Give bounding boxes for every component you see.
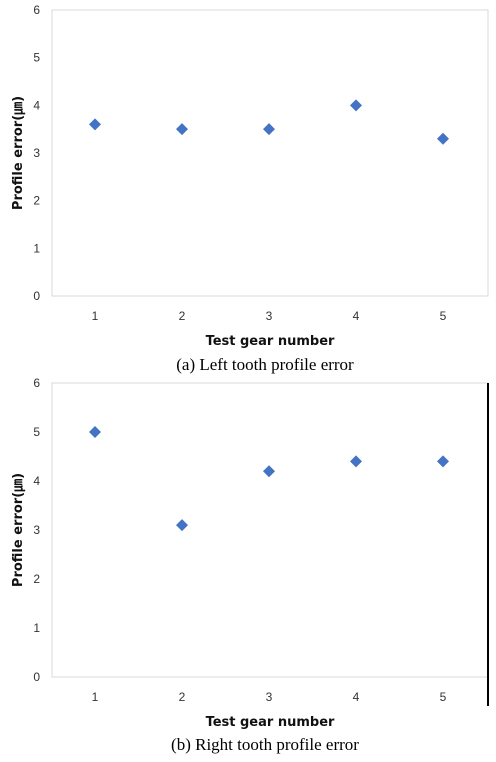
diamond-data-point xyxy=(263,465,275,478)
data-points-b xyxy=(89,426,449,532)
chart-panel-a: 0 1 2 3 4 5 6 1 2 3 4 5 Profile error(㎛) Test gear… xyxy=(11,3,489,374)
x-tick-label: 1 xyxy=(92,309,99,323)
x-tick-label: 2 xyxy=(179,690,186,704)
y-tick-label: 2 xyxy=(33,572,40,586)
y-tick-label: 3 xyxy=(33,523,40,537)
y-tick-label: 0 xyxy=(33,289,40,303)
y-tick-label: 4 xyxy=(33,474,40,488)
diamond-data-point xyxy=(176,123,188,136)
diamond-data-point xyxy=(350,99,362,112)
chart-panel-b: 0 1 2 3 4 5 6 1 2 3 4 5 Profile error(㎛) Test gear… xyxy=(11,376,489,754)
y-tick-label: 3 xyxy=(33,146,40,160)
plot-area-b xyxy=(51,382,489,678)
y-tick-label: 2 xyxy=(33,194,40,208)
y-tick-label: 6 xyxy=(33,376,40,390)
x-axis-title-b: Test gear number xyxy=(206,715,335,730)
y-tick-label: 0 xyxy=(33,670,40,684)
caption-b: (b) Right tooth profile error xyxy=(171,735,359,754)
y-tick-label: 6 xyxy=(33,3,40,17)
x-tick-label: 3 xyxy=(266,690,273,704)
diamond-data-point xyxy=(350,455,362,468)
x-tick-label: 5 xyxy=(440,309,447,323)
x-tick-label: 3 xyxy=(266,309,273,323)
y-axis-ticks-a: 0 1 2 3 4 5 6 xyxy=(33,3,40,303)
x-tick-label: 4 xyxy=(353,690,360,704)
data-points-a xyxy=(89,99,449,145)
y-tick-label: 5 xyxy=(33,51,40,65)
x-tick-label: 5 xyxy=(440,690,447,704)
y-axis-title-b: Profile error(㎛) xyxy=(11,473,26,587)
y-axis-ticks-b: 0 1 2 3 4 5 6 xyxy=(33,376,40,684)
diamond-data-point xyxy=(437,455,449,468)
diamond-data-point xyxy=(176,519,188,532)
y-tick-label: 4 xyxy=(33,98,40,112)
diamond-data-point xyxy=(89,426,101,438)
diamond-data-point xyxy=(437,132,449,145)
x-tick-label: 2 xyxy=(179,309,186,323)
diamond-data-point xyxy=(89,118,101,131)
x-tick-label: 1 xyxy=(92,690,99,704)
y-axis-title-a: Profile error(㎛) xyxy=(11,96,26,210)
y-tick-label: 5 xyxy=(33,425,40,439)
y-tick-label: 1 xyxy=(33,621,40,635)
x-tick-label: 4 xyxy=(353,309,360,323)
x-axis-ticks-a: 1 2 3 4 5 xyxy=(92,309,447,323)
plot-area-a xyxy=(51,9,489,297)
caption-a: (a) Left tooth profile error xyxy=(176,355,354,374)
x-axis-title-a: Test gear number xyxy=(206,334,335,349)
x-axis-ticks-b: 1 2 3 4 5 xyxy=(92,690,447,704)
diamond-data-point xyxy=(263,123,275,136)
y-tick-label: 1 xyxy=(33,241,40,255)
